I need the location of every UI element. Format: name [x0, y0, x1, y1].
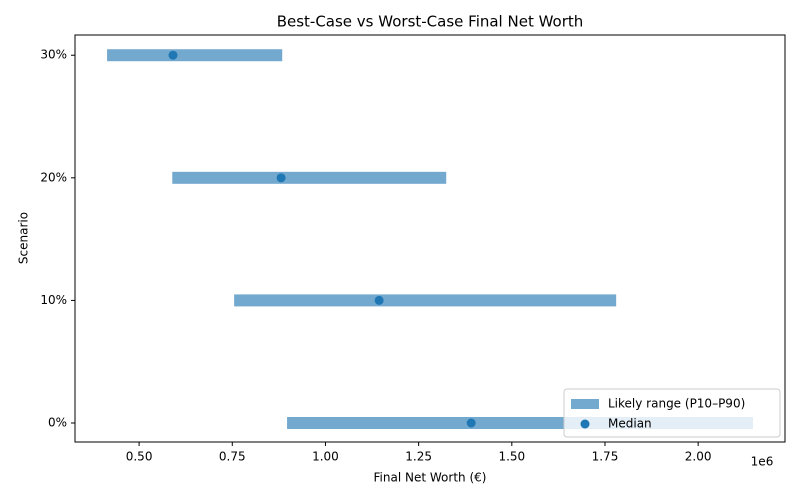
legend-label: Median — [608, 417, 652, 431]
x-tick-label: 1.00 — [312, 450, 339, 464]
legend-label: Likely range (P10–P90) — [608, 397, 745, 411]
y-tick-label: 0% — [48, 415, 67, 429]
x-tick-label: 2.00 — [685, 450, 712, 464]
x-tick-label: 1.50 — [498, 450, 525, 464]
range-bar — [107, 49, 283, 62]
y-axis-label: Scenario — [17, 212, 31, 264]
median-point — [168, 50, 178, 60]
axes-frame — [74, 34, 786, 443]
median-point — [374, 295, 384, 305]
median-point — [276, 173, 286, 183]
x-tick-label: 1.25 — [405, 450, 432, 464]
legend-swatch — [571, 399, 599, 409]
legend-marker — [580, 419, 590, 429]
x-axis-label: Final Net Worth (€) — [374, 471, 487, 485]
x-tick-label: 1.75 — [592, 450, 619, 464]
x-offset-label: 1e6 — [751, 455, 774, 469]
x-tick-label: 0.75 — [219, 450, 246, 464]
y-tick-label: 10% — [40, 293, 67, 307]
median-point — [466, 418, 476, 428]
range-bar — [234, 294, 617, 307]
range-bar — [172, 171, 447, 184]
legend-box — [563, 388, 781, 438]
y-tick-label: 20% — [40, 170, 67, 184]
y-tick-label: 30% — [40, 48, 67, 62]
chart-title: Best-Case vs Worst-Case Final Net Worth — [277, 13, 584, 31]
x-tick-label: 0.50 — [126, 450, 153, 464]
